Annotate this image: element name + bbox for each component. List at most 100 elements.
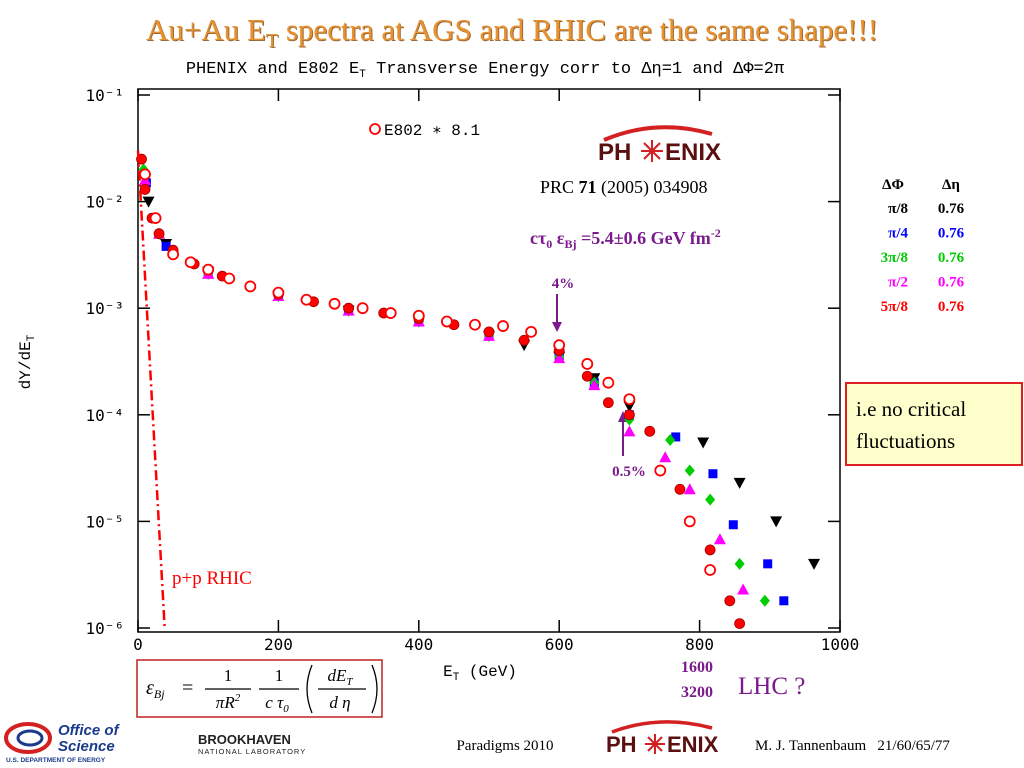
logo-arc bbox=[611, 720, 713, 734]
point bbox=[763, 559, 773, 569]
formula-part: c τ0 bbox=[265, 693, 289, 715]
formula-part: 0 bbox=[283, 703, 289, 715]
point bbox=[469, 318, 481, 331]
note-text: fluctuations bbox=[856, 429, 955, 453]
formula-part: T bbox=[346, 676, 353, 688]
point bbox=[412, 309, 425, 322]
point bbox=[674, 483, 686, 495]
formula-part: dET bbox=[327, 666, 353, 688]
paren bbox=[371, 664, 378, 714]
point bbox=[644, 425, 656, 437]
subtitle-part: Transverse Energy corr to Δη=1 and ΔΦ=2π bbox=[366, 60, 784, 79]
bnl-text: NATIONAL LABORATORY bbox=[198, 747, 306, 756]
logo-text: PH bbox=[606, 732, 637, 757]
y-tick-label: 10⁻⁵ bbox=[85, 512, 124, 531]
ed-part: ε bbox=[552, 228, 565, 248]
reference-part: (2005) 034908 bbox=[597, 177, 708, 198]
legend-value: 0.76 bbox=[938, 299, 965, 315]
point bbox=[518, 334, 530, 346]
point bbox=[708, 469, 718, 479]
point bbox=[808, 558, 821, 570]
logo-text: PH bbox=[598, 139, 631, 166]
point bbox=[142, 196, 155, 208]
point bbox=[671, 432, 681, 442]
point bbox=[167, 248, 180, 261]
point bbox=[300, 293, 313, 306]
xlabel-part: (GeV) bbox=[459, 663, 517, 681]
formula-part: 1 bbox=[275, 666, 284, 685]
ylabel-sub: T bbox=[26, 334, 38, 341]
x-tick-label: 800 bbox=[685, 635, 714, 654]
point bbox=[683, 483, 696, 495]
point bbox=[356, 302, 369, 315]
arrow-label: 0.5% bbox=[612, 464, 646, 480]
logo-text: ENIX bbox=[665, 139, 721, 166]
x-tick-label: 0 bbox=[133, 635, 143, 654]
formula-part: ε bbox=[146, 677, 154, 699]
doe-logo: Office of Science U.S. DEPARTMENT OF ENE… bbox=[4, 722, 121, 764]
footer-text: M. J. Tannenbaum 21/60/65/77 bbox=[755, 738, 950, 754]
point bbox=[779, 596, 789, 606]
point bbox=[734, 557, 745, 570]
point bbox=[553, 339, 566, 352]
chart-subtitle: PHENIX and E802 ET Transverse Energy cor… bbox=[186, 60, 784, 81]
formula-part: Bj bbox=[154, 687, 165, 701]
point bbox=[343, 302, 355, 314]
point bbox=[149, 212, 162, 225]
legend-header: Δη bbox=[942, 177, 960, 193]
point bbox=[659, 451, 672, 463]
legend-label: 3π/8 bbox=[881, 250, 908, 266]
logo-star bbox=[645, 734, 665, 754]
formula-part: πR bbox=[216, 693, 236, 712]
xlabel-sub: T bbox=[453, 672, 460, 684]
series bbox=[142, 196, 821, 570]
point bbox=[153, 228, 165, 240]
legend-label: π/4 bbox=[888, 226, 908, 242]
legend-label: E802 ∗ 8.1 bbox=[384, 122, 480, 140]
paren bbox=[306, 664, 313, 714]
point bbox=[553, 352, 566, 364]
point bbox=[704, 564, 717, 576]
y-axis-label: dY/dET bbox=[17, 334, 38, 389]
x-tick-label: 1000 bbox=[821, 635, 860, 654]
phenix-logo: PH ENIX bbox=[598, 125, 721, 166]
point bbox=[737, 583, 750, 595]
phenix-logo-footer: PH ENIX bbox=[606, 720, 719, 757]
legend-value: 0.76 bbox=[938, 275, 965, 291]
y-tick-label: 10⁻⁴ bbox=[85, 406, 124, 425]
ed-part: cτ bbox=[530, 228, 547, 248]
xlabel-part: E bbox=[443, 663, 453, 681]
point bbox=[328, 297, 341, 310]
arrow-label: 4% bbox=[552, 276, 575, 292]
reference-part: 71 bbox=[579, 177, 597, 197]
lhc-energy: 1600 bbox=[681, 659, 713, 676]
formula-part: 1 bbox=[224, 666, 233, 685]
bnl-text: BROOKHAVEN bbox=[198, 732, 291, 747]
formula-part: dE bbox=[327, 666, 347, 685]
point bbox=[525, 325, 538, 338]
formula-part: c τ bbox=[265, 693, 284, 712]
legend-marker bbox=[369, 123, 381, 135]
title-sub: T bbox=[266, 30, 278, 52]
legend-value: 0.76 bbox=[938, 226, 965, 242]
point bbox=[759, 594, 770, 607]
point bbox=[733, 477, 746, 489]
x-tick-label: 200 bbox=[264, 635, 293, 654]
doe-text: Science bbox=[58, 738, 115, 755]
ylabel-part: dY/dE bbox=[17, 341, 35, 389]
point bbox=[139, 168, 151, 181]
ed-part: =5.4±0.6 GeV fm bbox=[577, 228, 711, 248]
subtitle-part: PHENIX and E802 E bbox=[186, 60, 359, 79]
point bbox=[770, 516, 783, 528]
plot-frame bbox=[137, 88, 841, 633]
y-tick-label: 10⁻⁶ bbox=[85, 619, 124, 638]
point bbox=[602, 397, 614, 409]
legend-label: π/2 bbox=[888, 275, 908, 291]
point bbox=[139, 184, 151, 195]
slide-title: Au+Au ET spectra at AGS and RHIC are the… bbox=[146, 12, 878, 52]
logo-text: ENIX bbox=[667, 732, 719, 757]
doe-swirl bbox=[4, 722, 52, 754]
formula-part: πR2 bbox=[216, 692, 241, 712]
point bbox=[697, 437, 710, 449]
